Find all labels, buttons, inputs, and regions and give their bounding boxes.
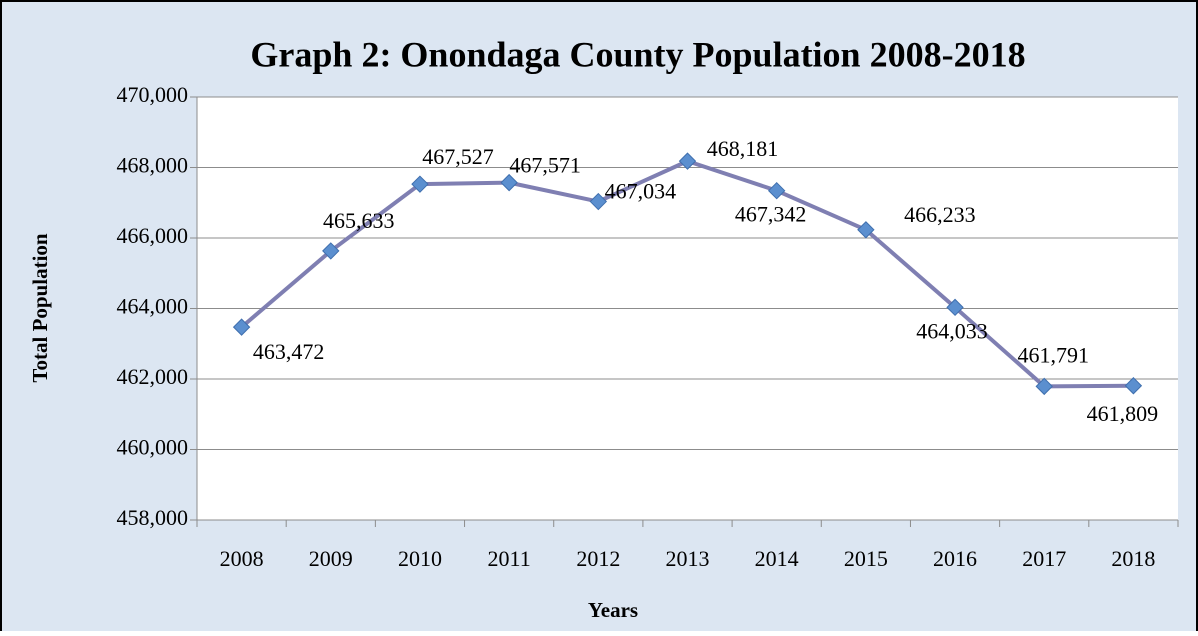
data-label: 467,342 xyxy=(735,202,807,227)
x-tick-label: 2014 xyxy=(755,546,799,571)
x-tick-label: 2015 xyxy=(844,546,888,571)
data-label: 464,033 xyxy=(916,318,988,343)
data-label: 463,472 xyxy=(253,339,325,364)
data-point xyxy=(767,181,786,200)
data-label: 461,791 xyxy=(1017,342,1089,367)
data-label: 467,034 xyxy=(605,179,677,204)
data-label: 467,527 xyxy=(422,144,494,169)
y-axis-title: Total Population xyxy=(28,233,52,383)
x-tick-label: 2008 xyxy=(220,546,264,571)
data-point xyxy=(1124,377,1143,395)
y-tick-label: 464,000 xyxy=(117,294,189,319)
y-tick-label: 460,000 xyxy=(117,435,189,460)
y-tick-label: 466,000 xyxy=(117,223,189,248)
chart-title: Graph 2: Onondaga County Population 2008… xyxy=(250,34,1025,74)
x-tick-label: 2013 xyxy=(666,546,710,571)
data-point xyxy=(678,152,697,170)
data-label: 465,633 xyxy=(323,208,395,233)
data-label: 468,181 xyxy=(707,136,779,161)
data-point xyxy=(500,173,518,192)
data-point xyxy=(322,242,340,260)
data-point xyxy=(232,318,251,336)
x-tick-label: 2009 xyxy=(309,546,353,571)
y-tick-label: 468,000 xyxy=(117,153,189,178)
x-tick-label: 2012 xyxy=(576,546,620,571)
x-tick-label: 2017 xyxy=(1022,546,1066,571)
y-tick-label: 458,000 xyxy=(117,505,189,530)
data-label: 467,571 xyxy=(509,153,581,178)
x-tick-label: 2018 xyxy=(1111,546,1155,571)
x-tick-label: 2016 xyxy=(933,546,977,571)
data-label: 466,233 xyxy=(904,202,976,227)
data-point xyxy=(946,298,964,317)
x-axis-title: Years xyxy=(588,598,638,622)
data-point xyxy=(589,192,608,211)
x-tick-label: 2011 xyxy=(488,546,531,571)
y-tick-label: 462,000 xyxy=(117,364,189,389)
data-point xyxy=(1035,377,1053,396)
x-tick-label: 2010 xyxy=(398,546,442,571)
y-tick-label: 470,000 xyxy=(117,82,189,107)
data-label: 461,809 xyxy=(1087,401,1159,426)
data-point xyxy=(857,221,875,239)
data-point xyxy=(411,175,429,193)
